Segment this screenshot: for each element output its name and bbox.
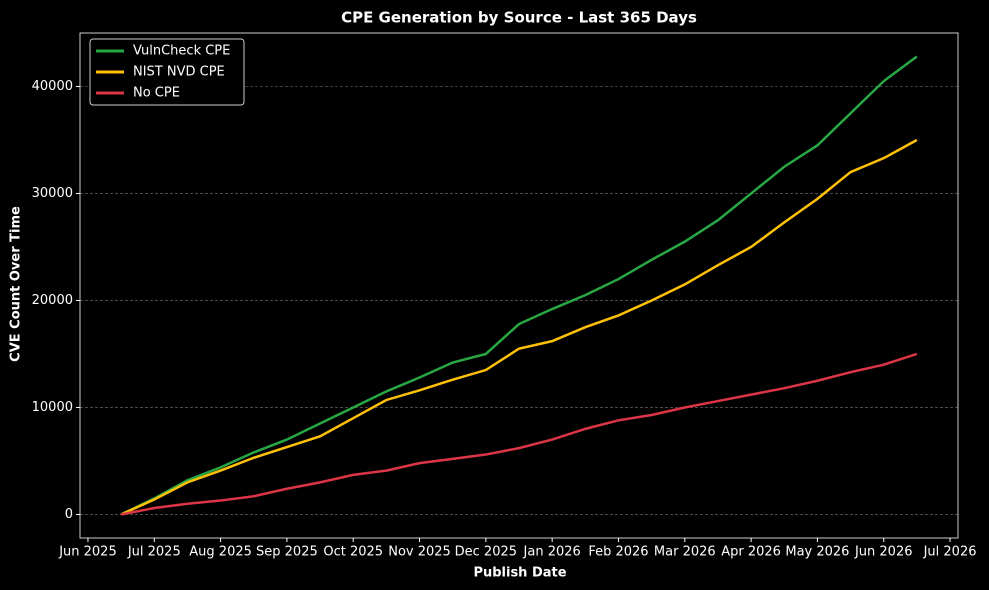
x-tick-label: Jun 2025 bbox=[58, 545, 117, 560]
legend-box bbox=[89, 38, 245, 106]
y-tick-label: 0 bbox=[65, 507, 73, 522]
x-tick-label: Jul 2026 bbox=[923, 545, 977, 560]
chart-title: CPE Generation by Source - Last 365 Days bbox=[341, 9, 697, 27]
legend-label: NIST NVD CPE bbox=[133, 65, 225, 80]
x-tick-label: Jan 2026 bbox=[523, 545, 581, 560]
y-tick-label: 20000 bbox=[32, 293, 73, 308]
y-tick-label: 40000 bbox=[32, 79, 73, 94]
x-axis-label: Publish Date bbox=[473, 566, 566, 581]
line bbox=[120, 352, 918, 516]
x-tick-label: Jul 2025 bbox=[127, 545, 181, 560]
x-tick-label: Apr 2026 bbox=[721, 545, 781, 560]
y-tick-label: 30000 bbox=[32, 186, 73, 201]
line bbox=[120, 138, 918, 516]
x-tick-label: Jun 2026 bbox=[854, 545, 913, 560]
x-tick-label: Dec 2025 bbox=[455, 545, 517, 560]
x-tick-label: Mar 2026 bbox=[654, 545, 716, 560]
plot-frame bbox=[79, 32, 959, 539]
x-tick-label: May 2026 bbox=[785, 545, 849, 560]
legend-label: VulnCheck CPE bbox=[133, 44, 230, 59]
x-tick-label: Aug 2025 bbox=[189, 545, 252, 560]
x-tick-label: Feb 2026 bbox=[588, 545, 648, 560]
y-tick-label: 10000 bbox=[32, 400, 73, 415]
legend-label: No CPE bbox=[133, 86, 180, 101]
line bbox=[120, 55, 918, 516]
x-tick-label: Nov 2025 bbox=[388, 545, 451, 560]
x-tick-label: Sep 2025 bbox=[256, 545, 318, 560]
x-tick-label: Oct 2025 bbox=[323, 545, 383, 560]
y-axis-label: CVE Count Over Time bbox=[9, 206, 24, 362]
